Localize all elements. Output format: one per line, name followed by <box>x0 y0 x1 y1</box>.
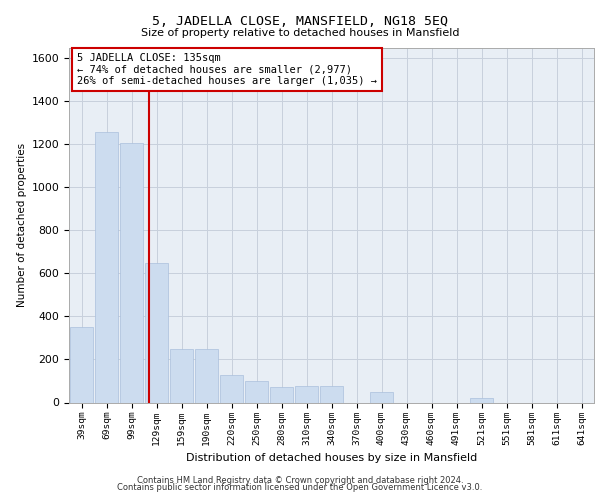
Text: 5, JADELLA CLOSE, MANSFIELD, NG18 5EQ: 5, JADELLA CLOSE, MANSFIELD, NG18 5EQ <box>152 15 448 28</box>
Bar <box>145 262 169 402</box>
X-axis label: Distribution of detached houses by size in Mansfield: Distribution of detached houses by size … <box>186 453 477 463</box>
Bar <box>170 349 193 403</box>
Bar <box>470 398 493 402</box>
Text: Contains public sector information licensed under the Open Government Licence v3: Contains public sector information licen… <box>118 484 482 492</box>
Text: 5 JADELLA CLOSE: 135sqm
← 74% of detached houses are smaller (2,977)
26% of semi: 5 JADELLA CLOSE: 135sqm ← 74% of detache… <box>77 53 377 86</box>
Bar <box>295 386 319 402</box>
Bar <box>95 132 118 402</box>
Bar <box>220 374 244 402</box>
Bar <box>269 388 293 402</box>
Bar <box>119 143 143 403</box>
Bar <box>70 327 94 402</box>
Text: Contains HM Land Registry data © Crown copyright and database right 2024.: Contains HM Land Registry data © Crown c… <box>137 476 463 485</box>
Bar <box>245 381 268 402</box>
Bar <box>370 392 394 402</box>
Bar <box>194 349 218 403</box>
Bar <box>320 386 343 402</box>
Text: Size of property relative to detached houses in Mansfield: Size of property relative to detached ho… <box>141 28 459 38</box>
Y-axis label: Number of detached properties: Number of detached properties <box>17 143 27 307</box>
